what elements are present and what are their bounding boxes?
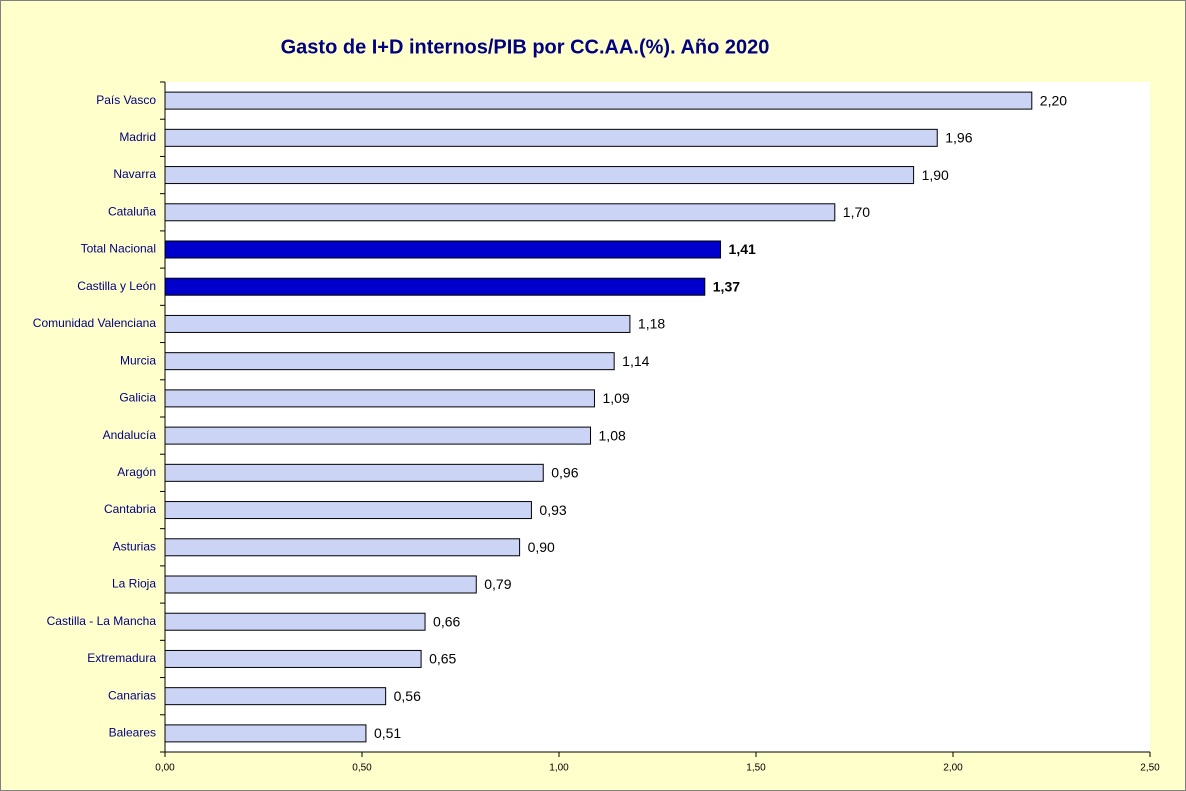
bar <box>164 389 595 408</box>
value-label: 0,96 <box>551 465 578 481</box>
y-tick-label: Cantabria <box>104 502 156 516</box>
x-tick-label: 2,00 <box>943 763 963 774</box>
y-tick-label: Aragón <box>117 465 156 479</box>
y-tick-label: Baleares <box>109 726 156 740</box>
bar <box>164 612 426 631</box>
y-tick-label: Murcia <box>120 353 156 367</box>
value-label: 0,51 <box>374 725 401 741</box>
value-label: 0,65 <box>429 651 456 667</box>
value-label: 1,70 <box>843 204 870 220</box>
bar <box>164 463 544 482</box>
plot-area <box>165 82 1150 752</box>
x-tick-label: 2,50 <box>1140 763 1160 774</box>
y-tick-label: Castilla - La Mancha <box>47 614 157 628</box>
value-label: 1,09 <box>602 390 629 406</box>
bar <box>164 538 521 557</box>
y-tick-label: Total Nacional <box>81 242 156 256</box>
value-label: 0,79 <box>484 576 511 592</box>
x-tick-label: 1,00 <box>549 763 569 774</box>
value-label: 1,90 <box>922 167 949 183</box>
y-tick-label: Comunidad Valenciana <box>33 316 157 330</box>
value-label: 0,56 <box>394 688 421 704</box>
value-label: 1,14 <box>622 353 649 369</box>
bar <box>164 166 915 185</box>
bar <box>164 128 938 147</box>
x-tick-label: 1,50 <box>746 763 766 774</box>
y-tick-label: Cataluña <box>108 204 156 218</box>
y-tick-label: Galicia <box>119 391 156 405</box>
y-tick-label: Canarias <box>108 688 156 702</box>
y-tick-label: Extremadura <box>87 651 156 665</box>
bar <box>164 687 387 706</box>
value-label: 1,18 <box>638 316 665 332</box>
value-label: 1,37 <box>713 278 740 294</box>
y-tick-label: País Vasco <box>96 93 156 107</box>
value-label: 0,66 <box>433 613 460 629</box>
bar <box>164 91 1033 110</box>
bar <box>164 203 836 222</box>
chart-title: Gasto de I+D internos/PIB por CC.AA.(%).… <box>281 36 770 58</box>
bar <box>164 277 706 296</box>
value-label: 1,41 <box>729 241 756 257</box>
value-label: 1,08 <box>599 427 626 443</box>
y-tick-label: Asturias <box>113 539 156 553</box>
y-tick-label: Navarra <box>113 167 156 181</box>
bar <box>164 724 367 743</box>
y-tick-label: La Rioja <box>112 577 156 591</box>
value-label: 0,93 <box>539 502 566 518</box>
value-label: 0,90 <box>528 539 555 555</box>
y-tick-label: Madrid <box>119 130 156 144</box>
bar <box>164 575 477 594</box>
bar <box>164 649 422 668</box>
bar <box>164 426 592 445</box>
value-label: 2,20 <box>1040 92 1067 108</box>
x-tick-label: 0,00 <box>155 763 175 774</box>
value-label: 1,96 <box>945 130 972 146</box>
y-tick-label: Andalucía <box>103 428 157 442</box>
bar <box>164 240 722 259</box>
y-tick-label: Castilla y León <box>77 279 156 293</box>
bar <box>164 314 631 333</box>
x-tick-label: 0,50 <box>352 763 372 774</box>
bar <box>164 501 532 520</box>
bar <box>164 352 615 371</box>
